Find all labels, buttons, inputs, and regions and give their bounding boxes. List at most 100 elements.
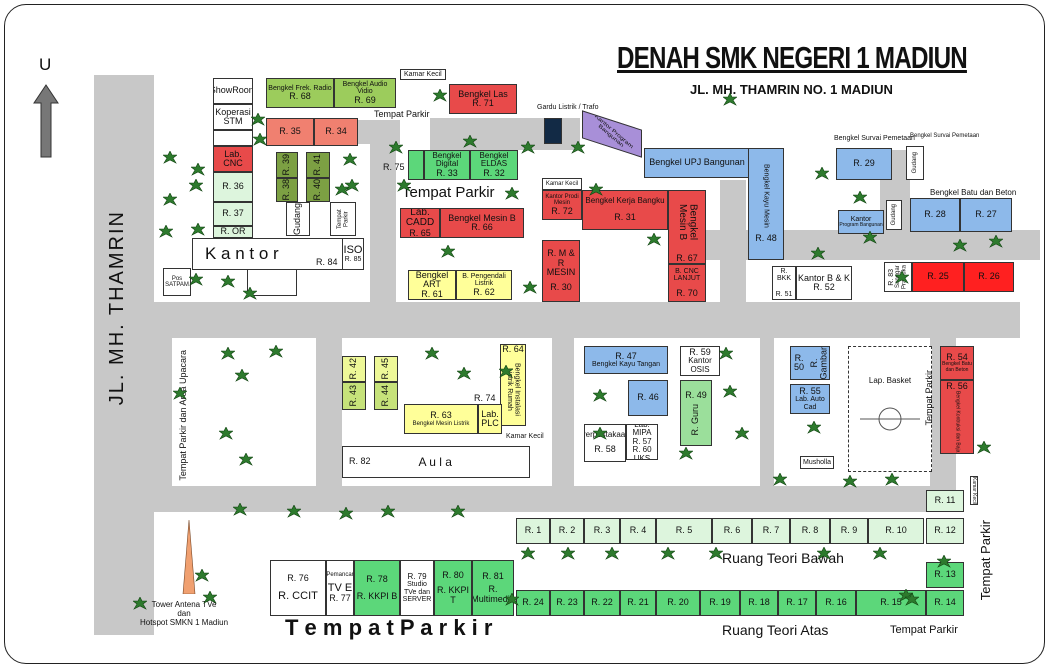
room-r38: R. 38 (276, 178, 298, 202)
label-parkir-br: Tempat Parkir (890, 624, 958, 636)
tree-icon (593, 389, 607, 403)
tree-icon (817, 547, 831, 561)
tree-icon (723, 385, 737, 399)
room-r34: R. 34 (314, 118, 358, 146)
room-upj-bangunan: Bengkel UPJ Bangunan (644, 148, 750, 178)
room-teori-bawah-9: R. 9 (830, 518, 868, 544)
tree-icon (191, 163, 205, 177)
room-r72: Kantor Prodi Mesin R. 72 (542, 190, 582, 220)
tree-icon (521, 141, 535, 155)
label-r84: R. 84 (316, 257, 338, 267)
room-r48: Bengkel Kayu Mesin R. 48 (748, 148, 784, 260)
tree-icon (343, 153, 357, 167)
tree-icon (425, 347, 439, 361)
map-title: DENAH SMK NEGERI 1 MADIUN (617, 40, 968, 75)
tree-icon (571, 141, 585, 155)
tree-icon (647, 233, 661, 247)
tree-icon (905, 593, 919, 607)
room-r11: R. 11 (926, 490, 964, 512)
tree-icon (235, 369, 249, 383)
tree-icon (221, 347, 235, 361)
room-gudang: Gudang (286, 202, 310, 236)
tree-icon (989, 235, 1003, 249)
label-batu-beton: Bengkel Batu dan Beton (930, 188, 1017, 197)
room-iso: ISO R. 85 (342, 238, 364, 270)
room-r80: R. 80 R. KKPI T (434, 560, 472, 616)
room-r70: B. CNC LANJUT R. 70 (668, 264, 706, 302)
tree-icon (397, 179, 411, 193)
map-frame (4, 4, 1045, 664)
room-r37: R. 37 (213, 202, 253, 226)
tree-icon (895, 271, 909, 285)
tree-icon (189, 273, 203, 287)
room-koperasi: Koperasi STM (213, 104, 253, 130)
tree-icon (191, 223, 205, 237)
label-r75: R. 75 (383, 162, 405, 172)
room-r35: R. 35 (266, 118, 314, 146)
room-teori-atas-6: R. 19 (700, 590, 740, 616)
tree-icon (163, 151, 177, 165)
room-r12: R. 12 (926, 518, 964, 544)
room-teori-bawah-7: R. 7 (752, 518, 790, 544)
label-gardu: Gardu Listrik / Trafo (537, 104, 599, 111)
room-r44: R. 44 (374, 382, 398, 410)
tree-icon (335, 183, 349, 197)
room-r59: R. 59 Kantor OSIS (680, 346, 720, 376)
room-r78: R. 78 R. KKPI B (354, 560, 400, 616)
road-vertical-3 (552, 330, 574, 510)
area-upacara (172, 338, 316, 472)
tree-icon (773, 473, 787, 487)
tree-icon (709, 547, 723, 561)
tree-icon (389, 141, 403, 155)
tree-icon (589, 183, 603, 197)
room-r79: R. 79 Studio TVe dan SERVER (400, 560, 434, 616)
room-teori-bawah-6: R. 6 (712, 518, 752, 544)
label-parkir-upacara: Tempat Parkir dan Area Upacara (178, 350, 188, 481)
room-r26: R. 26 (964, 262, 1014, 292)
tree-icon (239, 453, 253, 467)
tree-icon (937, 555, 951, 569)
tree-icon (719, 347, 733, 361)
street-road (94, 75, 154, 635)
tree-icon (195, 569, 209, 583)
room-r29: R. 29 (836, 148, 892, 180)
label-parkir-top: Tempat Parkir (374, 109, 430, 119)
label-tower: Tower Antena TVe dan Hotspot SMKN 1 Madi… (140, 600, 229, 627)
room-lab-mipa: Lab. MIPA R. 57 R. 60 UKS (626, 424, 658, 460)
room-teori-atas-1: R. 24 (516, 590, 550, 616)
tree-icon (345, 179, 359, 193)
label-parkir-lapbasket: Tempat Parkir (924, 370, 934, 426)
map-subtitle: JL. MH. THAMRIN NO. 1 MADIUN (690, 82, 893, 97)
room-r28: R. 28 (910, 198, 960, 232)
room-lab-plc: Lab. PLC (478, 404, 502, 434)
room-r55: R. 55 Lab. Auto Cad (790, 384, 830, 414)
room-r27: R. 27 (960, 198, 1012, 232)
basket-court-icon (860, 407, 920, 431)
road-vertical-4 (760, 330, 774, 500)
road-lower-horizontal (150, 486, 940, 512)
tree-icon (433, 89, 447, 103)
room-r69: Bengkel Audio Vidio R. 69 (334, 78, 396, 108)
room-gudang-right: Gudang (906, 146, 924, 180)
room-teori-atas-3: R. 22 (584, 590, 620, 616)
room-r62: B. Pengendali Listrik R. 62 (456, 270, 512, 300)
tree-icon (339, 507, 353, 521)
tree-icon (133, 597, 147, 611)
room-gudang-2: Gudang (886, 200, 902, 230)
room-r32: Bengkel ELDAS R. 32 (470, 150, 518, 180)
tree-icon (233, 503, 247, 517)
label-kamar-kecil-top: Kamar Kecil (400, 69, 446, 80)
room-teori-atas-8: R. 17 (778, 590, 816, 616)
tree-icon (807, 421, 821, 435)
tree-icon (173, 387, 187, 401)
room-r40: R. 40 (306, 178, 330, 202)
tree-icon (505, 187, 519, 201)
tree-icon (661, 547, 675, 561)
room-r33: Bengkel Digital R. 33 (424, 150, 470, 180)
room-r58: PerpustakaanR. 58 (584, 424, 626, 462)
room-teori-atas-7: R. 18 (740, 590, 778, 616)
label-survai-1: Bengkel Survai Pemetaan (834, 135, 915, 142)
room-r-or: R. OR (213, 226, 253, 238)
tree-icon (505, 593, 519, 607)
tree-icon (243, 287, 257, 301)
